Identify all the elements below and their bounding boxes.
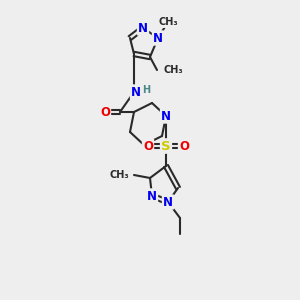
Text: CH₃: CH₃ [110, 170, 129, 180]
Text: H: H [142, 85, 150, 95]
Text: N: N [131, 85, 141, 98]
Text: N: N [147, 190, 157, 202]
Text: CH₃: CH₃ [158, 17, 178, 27]
Text: N: N [161, 110, 171, 122]
Text: N: N [138, 22, 148, 34]
Text: CH₃: CH₃ [163, 65, 183, 75]
Text: O: O [143, 140, 153, 152]
Text: O: O [100, 106, 110, 118]
Text: N: N [153, 32, 163, 44]
Text: N: N [163, 196, 173, 208]
Text: S: S [161, 140, 171, 152]
Text: O: O [179, 140, 189, 152]
